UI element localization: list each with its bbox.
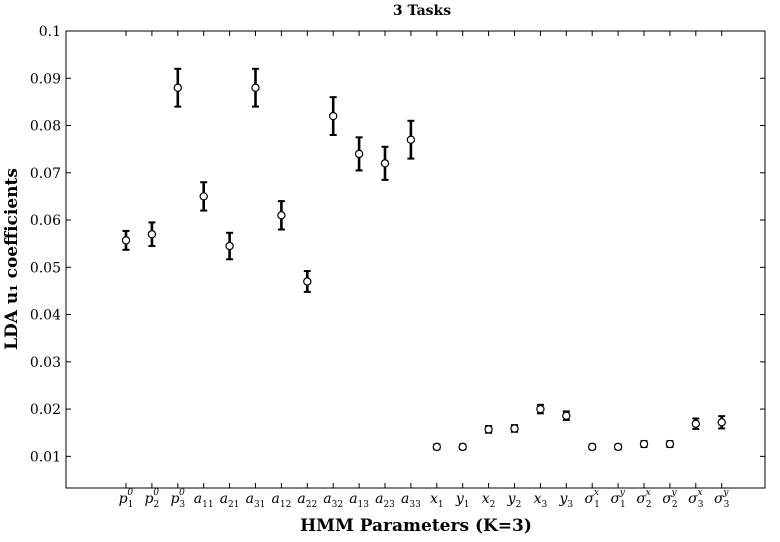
x-tick-label: x1	[430, 491, 444, 510]
y-tick-label: 0.04	[30, 308, 61, 324]
data-point	[458, 442, 467, 452]
data-point	[510, 424, 519, 433]
x-tick-label: x2	[482, 491, 496, 510]
data-point	[329, 111, 338, 121]
data-point	[613, 442, 623, 452]
y-axis-title: LDA u₁ coefficients	[2, 168, 22, 350]
y-axis: 0.01 0.02 0.03 0.04 0.05 0.06 0.07 0.08 0.09 0.1	[30, 24, 765, 465]
x-tick-label: σ2y	[662, 488, 677, 510]
y-tick-label: 0.07	[30, 166, 61, 182]
data-point	[665, 439, 675, 449]
data-marks	[121, 67, 726, 452]
x-tick-label: a21	[220, 491, 240, 510]
x-tick-label: y1	[455, 491, 470, 510]
y-tick-label: 0.06	[30, 213, 61, 229]
y-tick-label: 0.08	[30, 119, 61, 135]
data-point	[717, 418, 726, 427]
x-tick-label: a22	[297, 491, 317, 510]
data-point	[432, 442, 441, 452]
x-tick-label: a32	[323, 491, 343, 510]
x-tick-label: σ2x	[636, 488, 651, 510]
data-point	[199, 192, 208, 201]
y-tick-label: 0.09	[30, 71, 61, 87]
y-tick-label: 0.03	[30, 355, 61, 371]
plot-frame	[65, 30, 766, 489]
data-point	[303, 277, 312, 286]
x-tick-label: a23	[375, 491, 395, 510]
x-tick-label: a33	[401, 491, 421, 510]
x-tick-label: σ3y	[714, 488, 730, 510]
data-point	[251, 83, 260, 92]
data-point	[406, 135, 416, 144]
data-point	[147, 230, 157, 239]
y-tick-label: 0.1	[39, 24, 61, 40]
chart-title: 3 Tasks	[393, 3, 451, 19]
data-point	[354, 149, 364, 159]
data-point	[225, 241, 234, 251]
y-tick-label: 0.01	[30, 449, 61, 465]
x-tick-label: y2	[507, 491, 522, 510]
x-tick-label: σ3x	[688, 488, 704, 510]
x-tick-label: p10	[119, 488, 134, 510]
x-tick-label: a13	[349, 491, 369, 510]
data-point	[536, 404, 545, 414]
x-tick-label: a11	[194, 491, 214, 510]
data-point	[380, 159, 390, 168]
data-point	[639, 439, 649, 449]
x-axis-title: HMM Parameters (K=3)	[300, 516, 532, 536]
data-point	[588, 442, 597, 452]
x-tick-label: σ1x	[585, 488, 600, 510]
x-tick-label: a31	[246, 491, 266, 510]
x-axis: p10 p20 p30 a11 a21 a31 a12 a22 a32 a13 a23 a33 x1 y1…	[119, 31, 730, 510]
x-tick-label: y3	[558, 491, 573, 510]
data-point	[562, 411, 571, 420]
data-point	[484, 425, 493, 434]
x-tick-label: p20	[145, 488, 160, 510]
data-point	[277, 211, 286, 220]
y-tick-label: 0.05	[30, 260, 61, 276]
data-point	[121, 236, 131, 245]
x-tick-label: p30	[170, 488, 185, 510]
x-tick-label: x3	[534, 491, 548, 510]
x-tick-label: σ1y	[610, 488, 625, 510]
data-point	[173, 83, 182, 92]
y-tick-label: 0.02	[30, 402, 61, 418]
data-point	[691, 419, 701, 428]
x-tick-label: a12	[271, 491, 291, 510]
